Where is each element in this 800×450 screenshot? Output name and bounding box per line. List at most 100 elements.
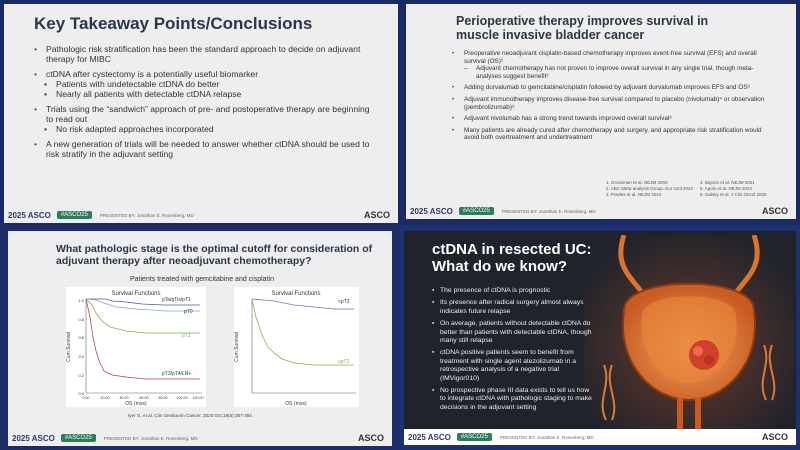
slide-footer: 2025 ASCO #ASCO25 PRESENTED BY: Jonathan… (406, 203, 796, 219)
dna-strand-icon (601, 364, 608, 421)
footer-year: 2025 ASCO (8, 210, 51, 220)
y-tick-label: 0.6 (78, 335, 84, 340)
slide-perioperative: Perioperative therapy improves survival … (406, 4, 796, 219)
dna-strand-icon (761, 344, 768, 401)
y-axis-label: Cum Survival (234, 332, 240, 362)
plot-title: Survival Functions (271, 291, 320, 297)
km-plot-left: Survival Functions Cum Survival OS (mos)… (66, 287, 206, 407)
sub-bullet-item: Adjuvant chemotherapy has not proven to … (452, 65, 772, 80)
bladder-illustration (584, 235, 794, 435)
y-tick-label: 0.0 (78, 391, 84, 396)
series-label: ≥pT2 (338, 359, 350, 365)
x-tick-label: 80.00 (159, 396, 168, 400)
curve-pta-ptis-pt1 (86, 298, 200, 306)
slide-subtitle: Patients treated with gemcitabine and ci… (130, 276, 274, 283)
footer-year: 2025 ASCO (408, 432, 451, 442)
slide-ctdna: ctDNA in resected UC: What do we know? T… (404, 231, 796, 445)
footer-hashtag: #ASCO25 (456, 433, 492, 441)
y-axis-label: Cum Survival (66, 332, 72, 362)
series-label: pT2 (182, 333, 191, 339)
reference: 2. ABC Meta-analysis Group. Eur Urol 202… (606, 186, 694, 191)
citation: Iyer G, et al. Clin Genitourin Cancer. 2… (128, 413, 254, 418)
footer-hashtag: #ASCO25 (60, 434, 96, 442)
footer-hashtag: #ASCO25 (458, 207, 494, 215)
bullet-item: Adding durvalumab to gemcitabine/cisplat… (452, 84, 772, 92)
curve-ge-pt2 (251, 298, 354, 366)
footer-presenter: PRESENTED BY: Jonathan E. Rosenberg, MD (499, 434, 594, 440)
plot-title: Survival Functions (111, 291, 160, 297)
bullet-item: Pathologic risk stratification has been … (34, 44, 379, 64)
references-left: 1. Grossman et al. NEJM 2003 2. ABC Meta… (606, 180, 693, 198)
curve-pt2 (85, 298, 200, 334)
y-tick-label: 0.8 (78, 317, 84, 322)
reference: 5. Apolo et al. NEJM 2024 (700, 186, 753, 191)
slide-key-takeaways-panel: Key Takeaway Points/Conclusions Patholog… (0, 0, 400, 225)
bullet-item: Many patients are already cured after ch… (452, 127, 772, 142)
slide-perioperative-panel: Perioperative therapy improves survival … (400, 0, 800, 225)
reference: 3. Powles et al. NEJM 2024 (606, 192, 662, 197)
slide-footer: 2025 ASCO #ASCO25 PRESENTED BY: Jonathan… (8, 430, 392, 446)
y-tick-label: 1.0 (78, 298, 84, 303)
bullet-item: No prospective phase III data exists to … (432, 387, 592, 412)
slide-ctdna-panel: ctDNA in resected UC: What do we know? T… (400, 225, 800, 450)
curve-pt0 (85, 298, 200, 312)
x-tick-label: 0.00 (83, 396, 90, 400)
footer-year: 2025 ASCO (410, 206, 453, 216)
footer-presenter: PRESENTED BY: Jonathan E. Rosenberg, MD (501, 208, 596, 214)
series-label: pTa/pTis/pT1 (162, 297, 191, 303)
tumor-icon (689, 340, 719, 370)
asco-logo: ASCO (357, 433, 384, 443)
bullet-item: Adjuvant nivolumab has a strong trend to… (452, 115, 772, 123)
asco-logo: ASCO (363, 210, 390, 220)
bullet-item: A new generation of trials will be neede… (34, 139, 379, 159)
bullet-list: Preoperative neoadjuvant cisplatin-based… (452, 50, 772, 142)
bullet-item: Its presence after radical surgery almos… (432, 299, 592, 316)
sub-bullet-item: No risk adapted approaches incorporated (34, 124, 379, 134)
slide-pathologic-stage: What pathologic stage is the optimal cut… (8, 231, 392, 446)
bullet-item: Preoperative neoadjuvant cisplatin-based… (452, 50, 772, 65)
bullet-item: On average, patients without detectable … (432, 320, 592, 345)
x-tick-label: 40.00 (120, 396, 129, 400)
x-tick-label: 20.00 (101, 396, 110, 400)
bullet-item: Adjuvant immunotherapy improves disease-… (452, 96, 772, 111)
bullet-list: Pathologic risk stratification has been … (34, 44, 379, 159)
reference: 4. Bajorin et al. NEJM 2021 (700, 180, 755, 185)
footer-hashtag: #ASCO25 (56, 211, 92, 219)
sub-bullet-item: Patients with undetectable ctDNA do bett… (34, 79, 379, 89)
series-label: <pT2 (338, 299, 350, 305)
slide-title: Perioperative therapy improves survival … (456, 14, 709, 42)
footer-presenter: PRESENTED BY: Jonathan E. Rosenberg, MD (99, 212, 194, 218)
slide-key-takeaways: Key Takeaway Points/Conclusions Patholog… (4, 4, 398, 223)
x-tick-label: 120.00 (193, 396, 204, 400)
asco-logo: ASCO (761, 206, 788, 216)
bullet-item: Trials using the “sandwich” approach of … (34, 104, 379, 124)
curve-pt3-pt4-ln (85, 298, 200, 380)
bullet-list: The presence of ctDNA is prognostic Its p… (432, 287, 592, 416)
slide-title: ctDNA in resected UC: What do we know? (432, 241, 592, 275)
slide-title: What pathologic stage is the optimal cut… (56, 243, 373, 267)
references-right: 4. Bajorin et al. NEJM 2021 5. Apolo et … (700, 180, 767, 198)
footer-year: 2025 ASCO (12, 433, 55, 443)
x-tick-label: 60.00 (140, 396, 149, 400)
slide-footer: 2025 ASCO #ASCO25 PRESENTED BY: Jonathan… (404, 429, 796, 445)
slide-title: Key Takeaway Points/Conclusions (34, 14, 313, 33)
km-plot-right: Survival Functions Cum Survival OS (mos)… (234, 287, 359, 407)
bullet-item: ctDNA after cystectomy is a potentially … (34, 69, 379, 79)
asco-logo: ASCO (761, 432, 788, 442)
x-axis-label: OS (mos) (125, 401, 147, 407)
y-tick-label: 0.2 (78, 373, 84, 378)
bullet-item: ctDNA positive patients seem to benefit … (432, 349, 592, 383)
slide-footer: 2025 ASCO #ASCO25 PRESENTED BY: Jonathan… (4, 207, 398, 223)
sub-bullet-item: Nearly all patients with detectable ctDN… (34, 89, 379, 99)
series-label: pT0 (184, 309, 193, 315)
curve-lt-pt2 (251, 298, 354, 310)
x-tick-label: 100.00 (177, 396, 188, 400)
slide-pathologic-stage-panel: What pathologic stage is the optimal cut… (0, 225, 400, 450)
reference: 6. Galsky et al. J Clin Oncol 2025 (700, 192, 767, 197)
footer-presenter: PRESENTED BY: Jonathan E. Rosenberg, MD (103, 435, 198, 441)
reference: 1. Grossman et al. NEJM 2003 (606, 180, 668, 185)
x-axis-label: OS (mos) (285, 401, 307, 407)
series-label: pT3/pT4/LN+ (162, 371, 191, 377)
bullet-item: The presence of ctDNA is prognostic (432, 287, 592, 296)
y-tick-label: 0.4 (78, 354, 84, 359)
